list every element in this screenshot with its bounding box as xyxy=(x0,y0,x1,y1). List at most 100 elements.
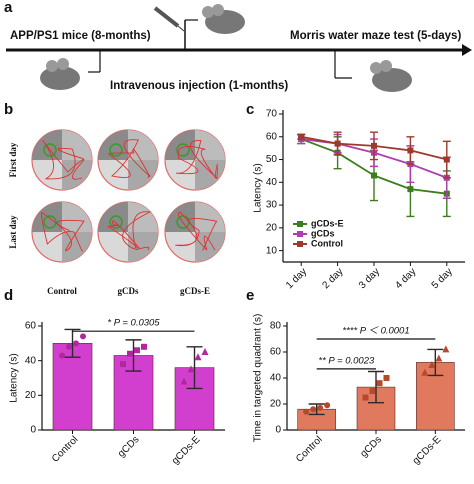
y-tick-label: 40 xyxy=(270,373,282,384)
panel-label: e xyxy=(246,287,254,304)
data-point xyxy=(80,333,86,340)
quadrant xyxy=(62,232,92,262)
quadrant xyxy=(195,160,225,190)
data-point xyxy=(369,388,376,394)
data-point xyxy=(317,404,324,411)
quadrant xyxy=(128,130,158,160)
error-bar xyxy=(64,328,81,358)
y-tick-label: 30 xyxy=(266,200,278,211)
annotation: * P = 0.0305 xyxy=(107,318,160,329)
mouse-icon xyxy=(370,60,412,92)
y-tick-label: 60 xyxy=(25,321,37,332)
data-point xyxy=(120,361,126,368)
data-point xyxy=(73,340,79,347)
marker xyxy=(407,147,414,154)
data-point xyxy=(303,408,310,415)
data-point xyxy=(362,394,369,401)
data-point xyxy=(442,345,450,353)
quadrant xyxy=(128,160,158,190)
platform xyxy=(43,215,57,229)
text: Intravenous injection (1-months) xyxy=(110,80,288,92)
data-point xyxy=(180,377,188,385)
swim-path xyxy=(175,211,218,251)
column-label: gCDs xyxy=(117,286,138,296)
quadrant xyxy=(128,202,158,232)
data-point xyxy=(324,402,331,409)
y-tick-label: 60 xyxy=(266,131,278,142)
mouse-icon xyxy=(40,58,80,90)
row-label: First day xyxy=(8,142,18,177)
quadrant xyxy=(62,160,92,190)
y-tick-label: 0 xyxy=(30,425,36,436)
text: APP/PS1 mice (8-months) xyxy=(10,30,151,42)
y-axis-label: Latency (s) xyxy=(253,163,264,212)
y-tick-label: 70 xyxy=(266,109,278,120)
data-point xyxy=(134,347,140,354)
panel-a: a APP/PS1 mice (8-months) Morris water m… xyxy=(4,0,472,92)
x-tick-label: 4 day xyxy=(393,266,418,291)
chart: d Latency (s) 0 20 40 60 Control gCDs gCDs-E * P … xyxy=(4,287,225,467)
quadrant xyxy=(195,232,225,262)
data-point xyxy=(435,354,443,362)
y-tick-label: 40 xyxy=(25,355,37,366)
error-bar xyxy=(308,403,325,416)
y-tick-label: 50 xyxy=(266,154,278,165)
y-tick-label: 20 xyxy=(25,390,37,401)
data-point xyxy=(194,353,202,361)
y-tick-label: 20 xyxy=(266,222,278,233)
error-bar xyxy=(186,346,203,390)
platform xyxy=(43,143,57,157)
quadrant xyxy=(128,232,158,262)
y-tick-label: 0 xyxy=(275,425,281,436)
data-point xyxy=(310,406,317,413)
marker xyxy=(371,172,377,179)
x-tick-label: gCDs-E xyxy=(170,434,203,467)
data-point xyxy=(187,365,195,373)
data-point xyxy=(59,352,65,359)
panel-b: b First day Last day Control gCDs gCDs-E xyxy=(4,101,226,296)
data-point xyxy=(421,368,429,376)
annotation: ** P = 0.0023 xyxy=(318,355,375,366)
quadrant xyxy=(62,202,92,232)
mouse-icon xyxy=(202,4,245,34)
marker xyxy=(371,142,377,149)
y-tick-label: 20 xyxy=(270,399,282,410)
quadrant xyxy=(62,130,92,160)
x-tick-label: 5 day xyxy=(430,266,455,291)
data-point xyxy=(127,350,133,357)
chart: e Time in targeted quadrant (s) 0 20 40 60 80 C… xyxy=(246,287,465,467)
x-tick-label: 3 day xyxy=(357,266,382,291)
chart: c Latency (s) 10 20 30 40 50 60 70 1 day 2 day 3 da… xyxy=(246,101,465,291)
annotation: **** P ＜ 0.0001 xyxy=(342,326,409,337)
swim-path xyxy=(108,139,151,179)
data-point xyxy=(376,380,383,387)
panel-label: c xyxy=(246,101,254,118)
legend-marker xyxy=(297,221,303,227)
y-axis-label: Latency (s) xyxy=(9,353,20,402)
y-tick-label: 40 xyxy=(266,177,278,188)
legend-label: gCDs-E xyxy=(311,218,344,228)
marker xyxy=(298,133,305,140)
x-tick-label: 2 day xyxy=(321,266,346,291)
marker xyxy=(443,156,450,163)
data-point xyxy=(66,343,72,350)
platform xyxy=(109,143,123,157)
data-point xyxy=(201,348,209,355)
syringe xyxy=(153,6,185,32)
error-bar xyxy=(125,339,142,372)
quadrant xyxy=(195,130,225,160)
x-tick-label: Control xyxy=(50,434,81,465)
error-bar xyxy=(427,348,444,377)
quadrant xyxy=(195,202,225,232)
panel-label: a xyxy=(4,0,13,16)
data-point xyxy=(383,375,390,381)
x-tick-label: Control xyxy=(294,434,325,465)
y-tick-label: 10 xyxy=(266,245,278,256)
marker xyxy=(334,140,341,147)
legend-label: Control xyxy=(311,238,343,248)
panel-label: b xyxy=(4,101,13,118)
data-point xyxy=(428,361,436,368)
swim-path xyxy=(106,211,152,251)
platform xyxy=(176,143,190,157)
x-tick-label: gCDs-E xyxy=(411,434,444,467)
